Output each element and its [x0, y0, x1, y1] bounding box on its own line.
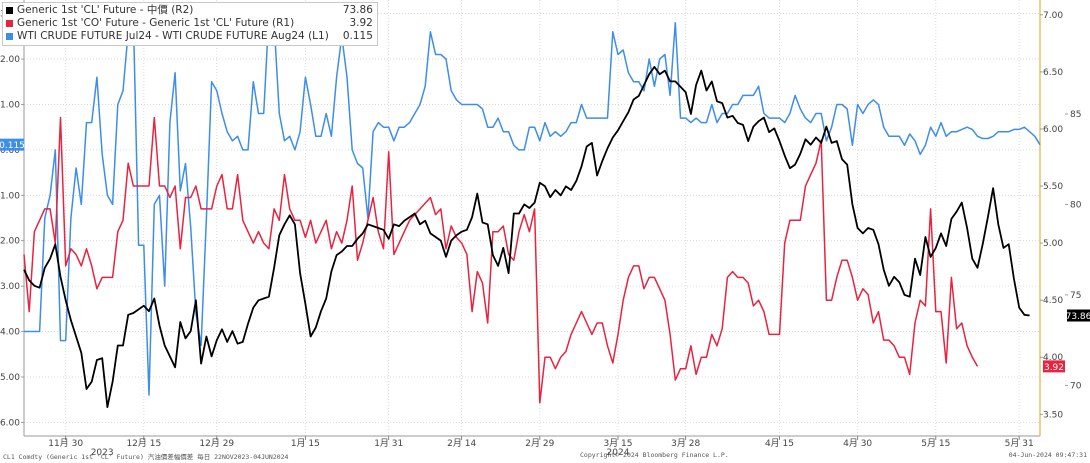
gridlines — [24, 0, 1040, 436]
end-value-labels: 73.86 3.92 0.115 — [0, 138, 1090, 373]
series-line-co-cl-spread — [23, 116, 979, 404]
legend-swatch-black — [6, 7, 13, 14]
x-axis-tick-label: 2月 29 — [525, 438, 554, 449]
legend-value: 73.86 — [342, 4, 373, 16]
legend: Generic 1st 'CL' Future - 中價 (R2) 73.86 … — [2, 2, 378, 46]
left-axis-tick-label: 1.00 — [0, 100, 20, 110]
left-axis-tick-label: -5.00 — [0, 373, 20, 383]
right1-axis-tick-label: 5.00 — [1043, 239, 1063, 249]
series-lines — [23, 12, 1041, 408]
footer-source: CL1 Comdty (Generic 1st 'CL' Future) 汽油價… — [3, 453, 289, 461]
legend-label: Generic 1st 'CL' Future - 中價 (R2) — [17, 4, 194, 16]
end-label: 73.86 — [1066, 309, 1090, 322]
legend-item-wti-calendar-spread: WTI CRUDE FUTURE Jul24 - WTI CRUDE FUTUR… — [6, 30, 373, 43]
legend-item-cl-price: Generic 1st 'CL' Future - 中價 (R2) 73.86 — [6, 4, 373, 17]
x-axis-tick-label: 4月 15 — [765, 438, 794, 449]
end-label-text: 0.115 — [0, 141, 25, 151]
x-axis-tick-label: 12月 29 — [199, 438, 234, 449]
legend-label: Generic 1st 'CO' Future - Generic 1st 'C… — [17, 17, 295, 29]
end-label-bg — [0, 138, 24, 151]
right2-axis-tick-label: 75 — [1070, 291, 1081, 301]
legend-value: 3.92 — [349, 17, 373, 29]
x-axis-tick-label: 2月 14 — [447, 438, 476, 449]
right1-axis-tick-label: 5.50 — [1043, 182, 1063, 192]
left-axis-tick-label: 0.00 — [0, 146, 20, 156]
end-label-text: 3.92 — [1044, 363, 1064, 373]
left-axis-tick-label: -6.00 — [0, 418, 20, 428]
legend-swatch-blue — [6, 33, 13, 40]
footer-timestamp: 04-Jun-2024 09:47:31 — [1008, 451, 1087, 459]
x-axis-year-label: 2024 — [607, 448, 630, 458]
series-line-cl-price — [23, 66, 1030, 408]
x-axis-tick-label: 1月 15 — [291, 438, 320, 449]
legend-swatch-red — [6, 20, 13, 27]
x-axis-tick-label: 12月 15 — [126, 438, 161, 449]
end-label-text: 73.86 — [1066, 312, 1090, 322]
end-label-bg — [1067, 309, 1090, 322]
end-label-bg — [1043, 360, 1065, 373]
x-axis-tick-label: 5月 15 — [921, 438, 950, 449]
x-axis-tick-label: 1月 31 — [374, 438, 403, 449]
right1-axis-tick-label: 3.50 — [1043, 410, 1063, 420]
end-label: 0.115 — [0, 138, 25, 151]
right1-axis-tick-label: 6.50 — [1043, 68, 1063, 78]
x-axis-tick-label: 11月 30 — [48, 438, 83, 449]
legend-label: WTI CRUDE FUTURE Jul24 - WTI CRUDE FUTUR… — [17, 30, 329, 42]
x-axis-year-label: 2023 — [91, 448, 114, 458]
right1-axis-tick-label: 6.00 — [1043, 125, 1063, 135]
x-axis-tick-label: 4月 30 — [843, 438, 872, 449]
footer-copyright: Copyright© 2024 Bloomberg Finance L.P. — [580, 451, 729, 459]
right2-axis-tick-label: 80 — [1070, 200, 1082, 210]
left-axis-tick-label: -4.00 — [0, 328, 20, 338]
right1-axis-tick-label: 4.00 — [1043, 353, 1063, 363]
right1-axis-tick-label: 4.50 — [1043, 296, 1063, 306]
right1-axis-tick-label: 7.00 — [1043, 11, 1063, 21]
left-axis-tick-label: -1.00 — [0, 191, 20, 201]
right2-axis-tick-label: 70 — [1070, 381, 1082, 391]
right2-axis-tick-label: 85 — [1070, 110, 1081, 120]
x-axis-tick-label: 5月 31 — [1005, 438, 1034, 449]
x-axis-tick-label: 3月 15 — [603, 438, 632, 449]
left-axis-tick-label: -2.00 — [0, 237, 20, 247]
x-axis-tick-label: 3月 28 — [671, 438, 700, 449]
left-axis-tick-label: -3.00 — [0, 282, 20, 292]
end-label: 3.92 — [1043, 360, 1065, 373]
legend-value: 0.115 — [342, 30, 373, 42]
left-axis-tick-label: 2.00 — [0, 55, 20, 65]
series-line-wti-calendar-spread — [24, 12, 1041, 396]
legend-item-co-cl-spread: Generic 1st 'CO' Future - Generic 1st 'C… — [6, 17, 373, 30]
